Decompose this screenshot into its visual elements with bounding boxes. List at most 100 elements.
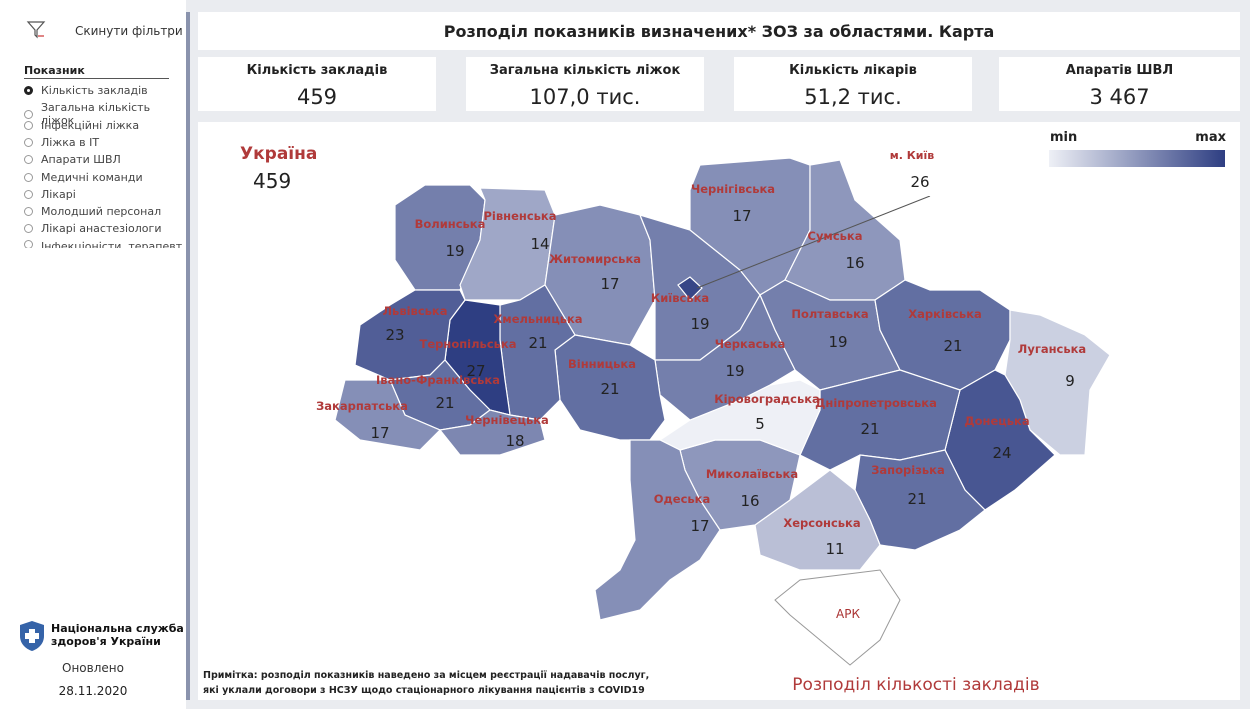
legend-min: min xyxy=(1050,130,1077,145)
region-value: 14 xyxy=(530,235,549,253)
region-name: Луганська xyxy=(1018,342,1086,356)
header: Розподіл показників визначених* ЗОЗ за о… xyxy=(198,12,1240,50)
region-name: Житомирська xyxy=(549,252,641,266)
region-name: Запорізька xyxy=(871,463,944,477)
kpi-card: Кількість лікарів 51,2 тис. xyxy=(734,57,972,111)
radio-option[interactable]: Кількість закладів xyxy=(24,84,148,97)
kpi-label: Загальна кількість ліжок xyxy=(489,63,681,78)
org-line: Національна служба xyxy=(51,622,184,635)
region-value: 26 xyxy=(910,173,929,191)
option-label: Інфекційні ліжка xyxy=(41,118,140,132)
region-value: 19 xyxy=(445,242,464,260)
region-value: 18 xyxy=(505,432,524,450)
region-name: Вінницька xyxy=(568,357,636,371)
total-label: Україна xyxy=(240,144,317,164)
radio-option[interactable]: Ліжка в ІТ xyxy=(24,136,99,149)
divider xyxy=(186,12,190,700)
kpi-card: Загальна кількість ліжок 107,0 тис. xyxy=(466,57,704,111)
region-value: 21 xyxy=(907,490,926,508)
region-name: Дніпропетровська xyxy=(815,396,937,410)
radio-option[interactable]: Загальна кількість ліжок xyxy=(24,101,186,127)
region-value: 17 xyxy=(600,275,619,293)
filter-icon[interactable] xyxy=(26,20,46,40)
radio-button xyxy=(24,172,33,182)
group-title: Показник xyxy=(24,64,169,79)
region-name: Волинська xyxy=(415,217,486,231)
region-name: Черкаська xyxy=(715,337,786,351)
option-label: Молодший персонал xyxy=(41,205,162,219)
region-value: 19 xyxy=(828,333,847,351)
region-name: Хмельницька xyxy=(493,312,582,326)
option-label: Кількість закладів xyxy=(41,84,148,97)
crimea xyxy=(774,569,901,666)
option-label: Медичні команди xyxy=(41,170,143,184)
note-line: які уклали договори з НСЗУ щодо стаціона… xyxy=(203,685,645,696)
region-name: Тернопільська xyxy=(420,337,517,351)
radio-button xyxy=(24,189,33,199)
region-value: 24 xyxy=(992,444,1011,462)
region-name: Одеська xyxy=(654,492,711,506)
region-name: Харківська xyxy=(908,307,982,321)
region-value: 16 xyxy=(740,492,759,510)
radio-button xyxy=(24,224,33,234)
radio-option[interactable]: Лікарі анастезіологи xyxy=(24,222,161,235)
radio-option[interactable]: Інфекціоністи, терапевт xyxy=(24,239,182,248)
kpi-value: 107,0 тис. xyxy=(529,85,641,109)
radio-button xyxy=(24,86,33,95)
region[interactable] xyxy=(334,379,442,451)
sidebar: Скинути фільтри Показник Кількість закла… xyxy=(0,0,186,709)
kpi-value: 3 467 xyxy=(1089,85,1150,109)
region-value: 17 xyxy=(370,424,389,442)
region-value: 21 xyxy=(860,420,879,438)
region-name: Донецька xyxy=(964,414,1029,428)
region-value: 21 xyxy=(600,380,619,398)
region-value: 21 xyxy=(528,334,547,352)
kpi-card: Апаратів ШВЛ 3 467 xyxy=(999,57,1240,111)
region-name: Сумська xyxy=(808,229,863,243)
org-line: здоров'я України xyxy=(51,635,161,648)
city-label-box xyxy=(880,146,960,196)
region-name: Львівська xyxy=(383,304,448,318)
reset-filters[interactable]: Скинути фільтри xyxy=(75,24,183,38)
radio-option[interactable]: Молодший персонал xyxy=(24,205,161,218)
org-name: Національна служба здоров'я України xyxy=(51,622,184,648)
radio-button xyxy=(24,120,33,130)
radio-button xyxy=(24,137,33,147)
region-name: м. Київ xyxy=(890,149,934,162)
region[interactable] xyxy=(677,276,703,301)
radio-button xyxy=(24,239,33,248)
radio-option[interactable]: Інфекційні ліжка xyxy=(24,119,139,132)
region-value: 16 xyxy=(845,254,864,272)
region[interactable] xyxy=(594,439,721,621)
region-value: 17 xyxy=(732,207,751,225)
kpi-value: 459 xyxy=(296,85,338,109)
radio-button xyxy=(24,207,33,217)
region-name: Закарпатська xyxy=(316,399,408,413)
radio-button xyxy=(24,109,33,119)
region[interactable] xyxy=(1004,309,1111,456)
option-label: Загальна кількість ліжок xyxy=(40,101,151,128)
updated-date: 28.11.2020 xyxy=(58,684,128,698)
kpi-label: Кількість лікарів xyxy=(789,63,917,78)
radio-option[interactable]: Лікарі xyxy=(24,188,76,201)
region-value: 9 xyxy=(1065,372,1075,390)
region-name: Київська xyxy=(651,291,709,305)
legend-bar xyxy=(1049,150,1225,167)
option-label: Ліжка в ІТ xyxy=(41,135,100,149)
option-label: Лікарі xyxy=(41,187,76,201)
region-value: 21 xyxy=(943,337,962,355)
region-value: 17 xyxy=(690,517,709,535)
region-name: Миколаївська xyxy=(706,467,798,481)
region-name: Івано-Франківська xyxy=(376,373,500,387)
kpi-label: Апаратів ШВЛ xyxy=(1065,63,1174,78)
region[interactable] xyxy=(438,409,546,456)
region-name: Чернігівська xyxy=(691,182,775,196)
radio-option[interactable]: Апарати ШВЛ xyxy=(24,153,121,166)
region-value: 27 xyxy=(466,362,485,380)
region-name: Чернівецька xyxy=(465,413,549,427)
region[interactable] xyxy=(754,469,881,571)
radio-option[interactable]: Медичні команди xyxy=(24,171,143,184)
updated-label: Оновлено xyxy=(62,661,124,675)
region-value: 23 xyxy=(385,326,404,344)
